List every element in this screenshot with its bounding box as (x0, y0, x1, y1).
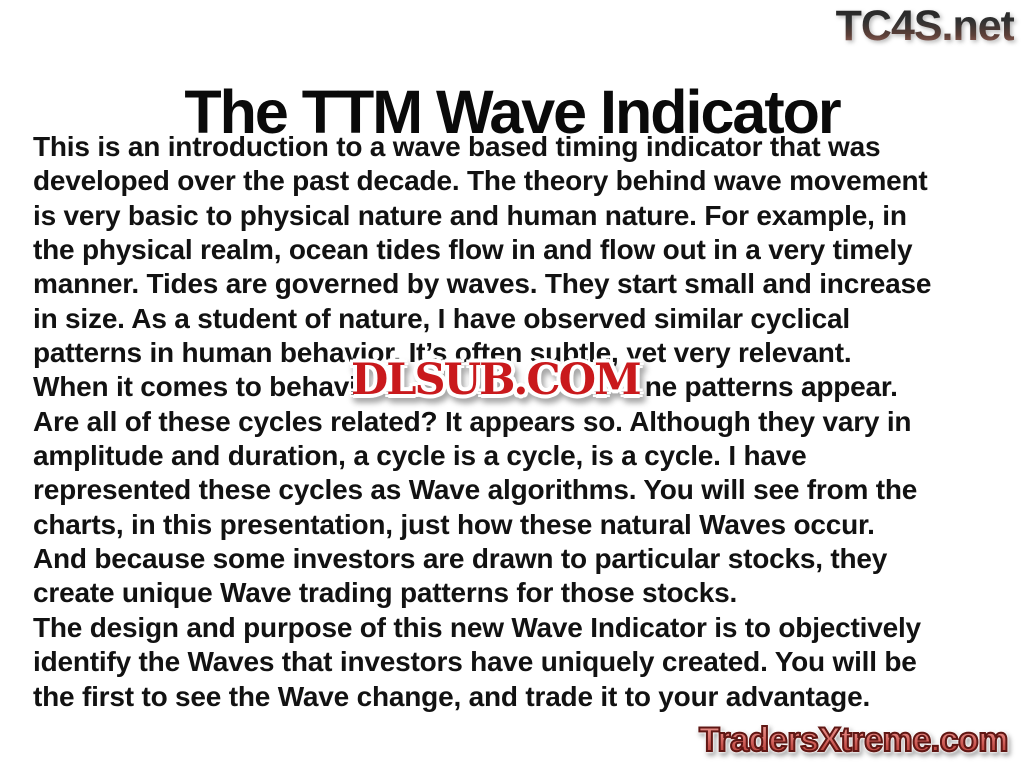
body-line: create unique Wave trading patterns for … (33, 577, 738, 609)
body-line: developed over the past decade. The theo… (33, 165, 928, 197)
body-line: patterns in human behavior. It’s often s… (33, 337, 852, 369)
slide-title: The TTM Wave Indicator (184, 77, 841, 146)
body-line: amplitude and duration, a cycle is a cyc… (33, 440, 807, 472)
tradersxtreme-watermark: TradersXtreme.com (698, 720, 1010, 760)
body-line: And because some investors are drawn to … (33, 543, 888, 575)
body-line: charts, in this presentation, just how t… (33, 508, 875, 540)
body-line: in size. As a student of nature, I have … (33, 302, 850, 334)
tc4s-watermark: TC4S.net (835, 2, 1015, 50)
body-line: identify the Waves that investors have u… (33, 646, 917, 678)
body-line: This is an introduction to a wave based … (33, 131, 881, 162)
slide-body-paragraph: This is an introduction to a wave based … (33, 130, 1008, 714)
obscured-line-right-fragment: ne patterns appear. (644, 371, 898, 403)
dlsub-watermark: DLSUB.COM (351, 355, 642, 405)
body-line: is very basic to physical nature and hum… (33, 199, 907, 231)
body-line: Are all of these cycles related? It appe… (33, 405, 912, 437)
body-line: manner. Tides are governed by waves. The… (33, 268, 932, 300)
body-line: The design and purpose of this new Wave … (33, 611, 921, 643)
body-line: the first to see the Wave change, and tr… (33, 680, 871, 712)
obscured-line-left-fragment: When it comes to behavi (33, 371, 357, 403)
body-line-obscured: When it comes to behavi ne patterns appea… (33, 370, 1008, 404)
body-line: the physical realm, ocean tides flow in … (33, 234, 913, 266)
body-line: represented these cycles as Wave algorit… (33, 474, 918, 506)
